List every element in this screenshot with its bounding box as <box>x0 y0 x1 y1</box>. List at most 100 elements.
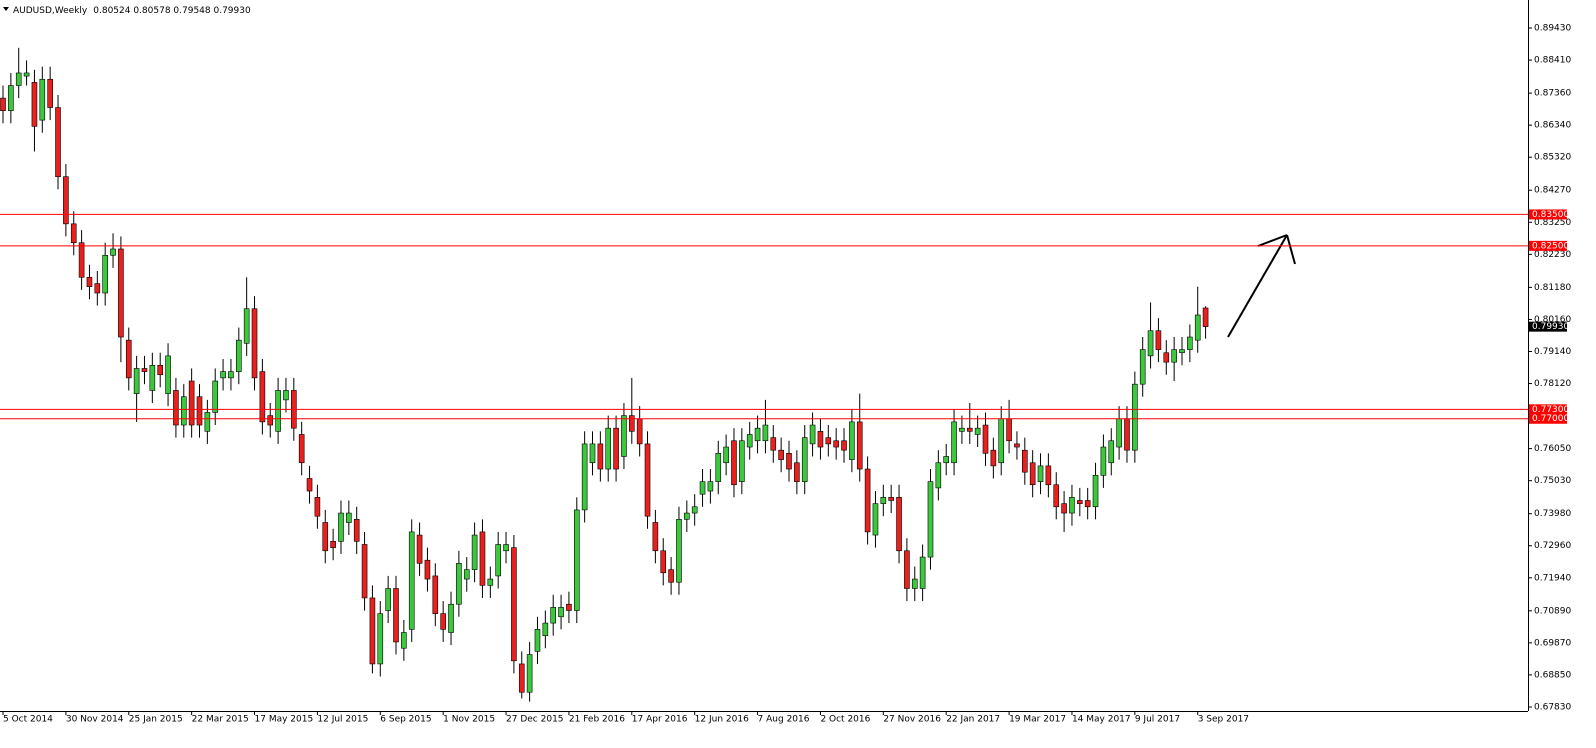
candle-body <box>982 424 989 454</box>
candle-body <box>723 446 729 464</box>
candle-body <box>597 443 604 470</box>
candle-body <box>125 339 132 379</box>
candle-body <box>1037 465 1044 482</box>
candle-body <box>581 443 588 511</box>
arrow-shaft <box>1227 234 1288 338</box>
candle-body <box>731 440 737 486</box>
candle-body <box>1163 352 1170 363</box>
candle-body <box>1077 500 1083 504</box>
candle-body <box>283 390 289 401</box>
candle-body <box>699 481 706 495</box>
y-tick-label: 0.78120 <box>1534 379 1571 389</box>
candle-body <box>275 390 281 432</box>
candle-body <box>809 424 816 445</box>
level-label: 0.77300 <box>1532 405 1569 415</box>
level-box <box>1529 404 1567 415</box>
candle-body <box>141 368 148 372</box>
candle-body <box>1069 497 1075 514</box>
candle-body <box>322 522 329 552</box>
candle-body <box>306 478 313 492</box>
candle-body <box>330 541 336 548</box>
candle-body <box>204 412 211 432</box>
candle-body <box>1053 484 1060 508</box>
y-tick-label: 0.70890 <box>1534 606 1571 616</box>
candle-body <box>220 371 226 379</box>
y-tick-label: 0.81180 <box>1534 283 1571 293</box>
candle-body <box>1100 446 1107 476</box>
x-tick-label: 27 Nov 2016 <box>883 715 941 725</box>
candle-body <box>856 421 863 470</box>
candle-body <box>369 597 376 665</box>
candle-body <box>47 78 53 108</box>
candle-body <box>573 509 580 611</box>
candle-body <box>715 453 722 482</box>
candle-body <box>943 456 950 464</box>
candle-body <box>778 449 784 460</box>
candle-body <box>817 431 824 448</box>
candle-body <box>558 607 564 618</box>
candle-body <box>605 427 612 470</box>
ohlc: 0.80524 0.80578 0.79548 0.79930 <box>93 6 251 16</box>
y-tick-label: 0.75030 <box>1534 476 1571 486</box>
candle-body <box>613 427 619 470</box>
candle-body <box>8 85 14 111</box>
candle-body <box>70 223 77 244</box>
candle-body <box>1021 449 1028 473</box>
candle-body <box>966 427 973 432</box>
candle-body <box>770 437 777 451</box>
candle-body <box>566 603 572 611</box>
candle-body <box>149 365 156 391</box>
header: AUDUSD,Weekly 0.80524 0.80578 0.79548 0.7… <box>13 6 251 16</box>
candle-body <box>31 82 38 127</box>
x-tick-label: 9 Jul 2017 <box>1135 715 1180 725</box>
x-tick-label: 7 Aug 2016 <box>758 715 810 725</box>
candle-body <box>628 415 635 432</box>
candle-body <box>904 550 910 589</box>
candle-body <box>196 396 203 426</box>
candle-body <box>534 629 541 652</box>
candle-body <box>754 427 761 442</box>
level-label: 0.82500 <box>1532 241 1569 251</box>
candle-body <box>157 365 163 376</box>
candle-body <box>864 468 871 533</box>
candle-body <box>668 569 674 583</box>
candle-body <box>503 544 509 552</box>
candle-body <box>267 415 274 426</box>
current-price-label: 0.79930 <box>1532 322 1569 332</box>
menu-arrow[interactable] <box>3 7 9 11</box>
candle-body <box>212 380 219 413</box>
candle-body <box>408 531 415 630</box>
y-tick-label: 0.67830 <box>1534 703 1571 713</box>
candle-body <box>1061 503 1067 514</box>
candle-body <box>39 78 46 121</box>
candle-body <box>621 415 627 457</box>
candle-body <box>935 462 942 489</box>
x-tick-label: 12 Jul 2015 <box>317 715 368 725</box>
candle-body <box>636 418 643 445</box>
candle-body <box>927 481 934 558</box>
candle-body <box>794 462 800 482</box>
level-label: 0.83500 <box>1532 210 1569 220</box>
y-tick-label: 0.84270 <box>1534 186 1571 196</box>
candle-body <box>236 339 242 372</box>
x-tick-label: 30 Nov 2014 <box>66 715 124 725</box>
x-tick-label: 3 Sep 2017 <box>1198 715 1249 725</box>
candle-body <box>180 396 187 426</box>
candle-body <box>990 449 997 467</box>
candle-body <box>416 534 423 564</box>
candle-body <box>919 556 926 589</box>
candle-body <box>361 544 368 599</box>
candle-body <box>1006 418 1012 442</box>
candle-body <box>872 503 879 536</box>
candle-body <box>188 380 195 426</box>
candle-body <box>676 519 682 583</box>
candle-body <box>440 613 446 630</box>
candle-body <box>888 497 894 501</box>
candle-body <box>841 440 847 451</box>
candle-body <box>23 72 30 77</box>
y-tick-label: 0.80160 <box>1534 315 1571 325</box>
x-tick-label: 6 Sep 2015 <box>380 715 431 725</box>
y-tick-label: 0.71940 <box>1534 573 1571 583</box>
